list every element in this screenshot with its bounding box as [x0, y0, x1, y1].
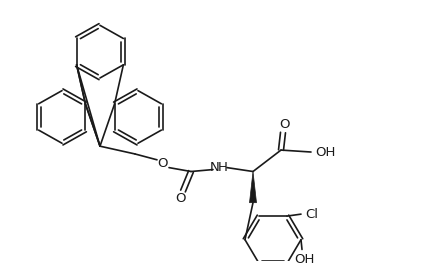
Text: OH: OH — [294, 253, 314, 266]
Text: O: O — [158, 157, 168, 170]
Text: Cl: Cl — [305, 208, 318, 221]
Text: O: O — [280, 118, 290, 131]
Text: N: N — [210, 161, 220, 174]
Text: OH: OH — [315, 146, 336, 158]
Text: H: H — [218, 161, 228, 174]
Polygon shape — [250, 172, 257, 203]
Text: O: O — [176, 192, 186, 205]
